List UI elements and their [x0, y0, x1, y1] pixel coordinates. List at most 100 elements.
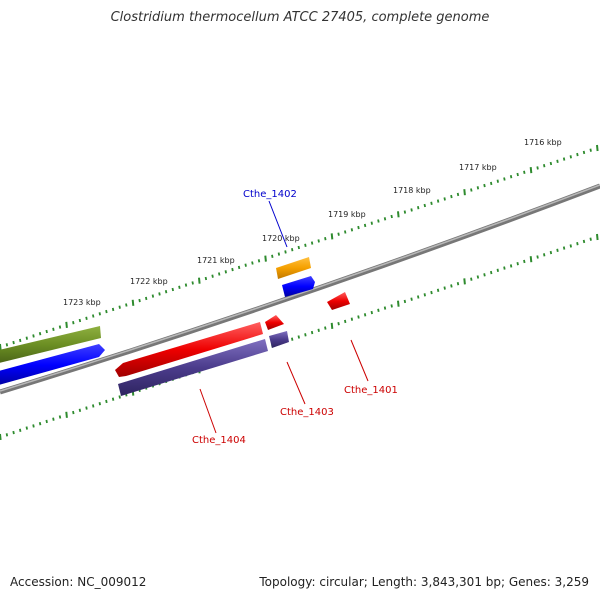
tick-label-1716: 1716 kbp	[524, 138, 562, 147]
lower-minor-tick	[92, 404, 95, 408]
upper-major-tick	[0, 343, 2, 351]
upper-minor-tick	[38, 332, 42, 336]
upper-minor-tick	[151, 294, 155, 298]
olive-feature[interactable]	[0, 326, 101, 364]
topology-text: Topology: circular; Length: 3,843,301 bp…	[259, 575, 589, 589]
upper-minor-tick	[32, 334, 35, 338]
lower-minor-tick	[324, 326, 327, 330]
upper-minor-tick	[589, 148, 592, 152]
lower-minor-tick	[45, 419, 48, 424]
tick-label-1723: 1723 kbp	[63, 298, 101, 307]
tick-label-1719: 1719 kbp	[328, 210, 366, 219]
lower-minor-tick	[19, 428, 22, 432]
upper-minor-tick	[52, 327, 55, 331]
lower-minor-tick	[377, 308, 380, 312]
upper-minor-tick	[370, 221, 373, 225]
lower-minor-tick	[523, 259, 526, 264]
lower-minor-tick	[536, 255, 539, 259]
accession-text: Accession: NC_009012	[10, 575, 147, 589]
lower-minor-tick	[423, 293, 426, 297]
upper-minor-tick	[111, 307, 115, 312]
gene-label-cthe-1403: Cthe_1403	[280, 407, 334, 418]
upper-minor-tick	[556, 159, 559, 163]
upper-minor-tick	[337, 232, 340, 236]
lower-minor-tick	[12, 430, 15, 435]
purple-feature-1404[interactable]	[118, 339, 268, 396]
lower-major-tick	[0, 433, 2, 441]
lower-minor-tick	[589, 237, 592, 241]
upper-major-tick	[397, 211, 400, 218]
lower-minor-tick	[363, 313, 367, 317]
upper-minor-tick	[284, 250, 287, 254]
lower-minor-tick	[111, 397, 115, 401]
upper-minor-tick	[509, 175, 513, 179]
lower-minor-tick	[576, 242, 579, 246]
upper-minor-tick	[211, 274, 214, 278]
genome-backbone	[0, 183, 600, 395]
upper-minor-tick	[490, 181, 493, 186]
upper-minor-tick	[423, 203, 426, 208]
upper-minor-tick	[184, 283, 188, 287]
upper-minor-tick	[257, 259, 261, 263]
upper-minor-tick	[443, 197, 446, 201]
gene-label-cthe-1401: Cthe_1401	[344, 385, 398, 396]
upper-minor-tick	[430, 201, 433, 205]
lower-minor-tick	[543, 253, 546, 257]
upper-minor-tick	[377, 219, 380, 223]
lower-major-tick	[330, 322, 334, 329]
lower-minor-tick	[476, 275, 480, 279]
purple-feature-1403[interactable]	[269, 331, 289, 348]
upper-minor-tick	[92, 314, 95, 318]
upper-minor-tick	[251, 261, 254, 265]
leader-line-cthe-1404	[199, 388, 217, 434]
upper-minor-tick	[72, 321, 75, 325]
lower-major-tick	[529, 256, 533, 263]
upper-major-tick	[529, 167, 533, 174]
upper-minor-tick	[45, 329, 48, 334]
upper-minor-tick	[403, 210, 407, 214]
lower-minor-tick	[403, 299, 407, 304]
red-gene-cthe-1403[interactable]	[265, 315, 284, 330]
lower-minor-tick	[310, 330, 314, 335]
lower-minor-tick	[556, 248, 559, 252]
upper-minor-tick	[297, 245, 300, 250]
upper-minor-tick	[549, 161, 553, 166]
upper-minor-tick	[85, 316, 88, 320]
upper-minor-tick	[357, 225, 360, 230]
lower-minor-tick	[98, 402, 101, 406]
upper-minor-tick	[483, 183, 486, 188]
blue-feature-left[interactable]	[0, 344, 105, 386]
upper-minor-tick	[271, 254, 274, 258]
blue-feature-cthe-1402[interactable]	[282, 276, 315, 297]
upper-minor-tick	[237, 265, 241, 270]
lower-major-tick	[65, 411, 68, 418]
upper-minor-tick	[105, 309, 108, 314]
red-gene-cthe-1404[interactable]	[115, 322, 263, 377]
lower-minor-tick	[25, 426, 28, 430]
lower-minor-tick	[470, 277, 473, 281]
lower-minor-tick	[582, 239, 586, 244]
upper-minor-tick	[344, 230, 347, 234]
upper-major-tick	[596, 144, 599, 152]
upper-minor-tick	[244, 263, 247, 267]
upper-minor-tick	[125, 303, 128, 307]
lower-minor-tick	[337, 322, 340, 326]
orange-feature[interactable]	[276, 257, 311, 279]
upper-minor-tick	[310, 241, 314, 245]
upper-minor-tick	[470, 188, 473, 192]
red-gene-cthe-1401[interactable]	[327, 292, 350, 310]
upper-minor-tick	[145, 296, 148, 301]
upper-minor-tick	[171, 287, 174, 292]
upper-minor-tick	[523, 170, 526, 174]
upper-major-tick	[65, 321, 68, 328]
upper-minor-tick	[476, 186, 480, 190]
lower-minor-tick	[291, 337, 294, 341]
lower-minor-tick	[344, 319, 347, 324]
genome-backbone-highlight	[0, 184, 600, 392]
lower-minor-tick	[569, 244, 572, 248]
lower-minor-tick	[370, 310, 373, 315]
upper-minor-tick	[19, 338, 22, 343]
upper-major-tick	[330, 233, 334, 240]
lower-minor-tick	[450, 284, 453, 288]
upper-minor-tick	[191, 281, 194, 285]
